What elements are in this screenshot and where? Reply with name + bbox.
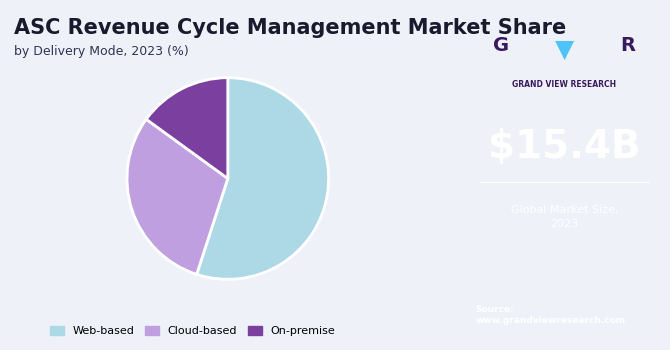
Text: by Delivery Mode, 2023 (%): by Delivery Mode, 2023 (%) <box>14 46 188 58</box>
Text: ASC Revenue Cycle Management Market Share: ASC Revenue Cycle Management Market Shar… <box>14 18 566 37</box>
Text: Global Market Size,
2023: Global Market Size, 2023 <box>511 205 618 229</box>
Wedge shape <box>146 78 228 178</box>
Wedge shape <box>127 119 228 274</box>
Text: G: G <box>493 36 509 55</box>
Text: GRAND VIEW RESEARCH: GRAND VIEW RESEARCH <box>513 80 616 89</box>
Text: R: R <box>620 36 635 55</box>
Text: Source:
www.grandviewresearch.com: Source: www.grandviewresearch.com <box>476 304 626 326</box>
Legend: Web-based, Cloud-based, On-premise: Web-based, Cloud-based, On-premise <box>46 322 340 341</box>
Wedge shape <box>197 78 328 279</box>
Text: $15.4B: $15.4B <box>488 128 641 166</box>
Text: ▼: ▼ <box>555 38 574 62</box>
